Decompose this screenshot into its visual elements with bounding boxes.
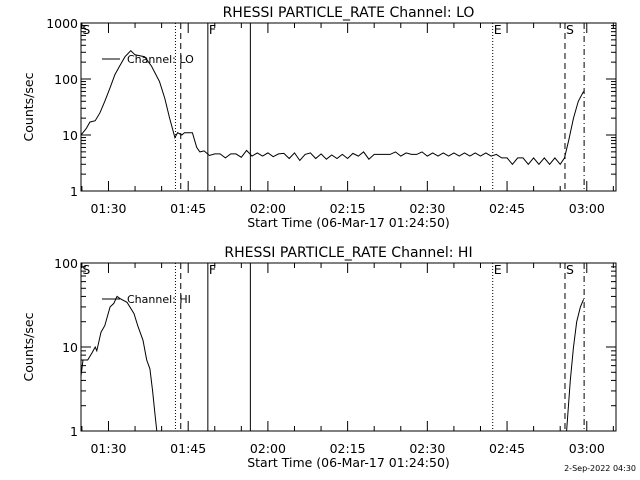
- y-tick-label: 1: [70, 424, 78, 439]
- y-axis-label: Counts/sec: [21, 72, 36, 141]
- x-tick-label: 01:30: [90, 441, 126, 456]
- y-tick-label: 100: [54, 72, 78, 87]
- x-tick-label: 01:30: [90, 201, 126, 216]
- x-tick-label: 01:45: [170, 441, 206, 456]
- x-tick-label: 02:00: [250, 441, 286, 456]
- series-line-main: [81, 49, 585, 166]
- x-tick-label: 02:00: [250, 201, 286, 216]
- x-tick-label: 02:15: [330, 201, 366, 216]
- marker-label: F: [209, 262, 216, 277]
- plot-frame: [80, 22, 617, 192]
- x-tick-label: 01:45: [170, 201, 206, 216]
- x-tick-label: 02:15: [330, 441, 366, 456]
- datestamp: 2-Sep-2022 04:30: [564, 464, 636, 473]
- x-tick-label: 02:30: [409, 441, 445, 456]
- x-tick-label: 02:45: [489, 201, 525, 216]
- chart-title: RHESSI PARTICLE_RATE Channel: LO: [223, 5, 475, 21]
- marker-label: S: [566, 262, 574, 277]
- marker-label: S: [82, 22, 90, 37]
- legend-label: Channel: HI: [127, 293, 191, 306]
- y-tick-label: 10: [62, 340, 78, 355]
- marker-label: S: [566, 22, 574, 37]
- series-line-main: [81, 295, 158, 431]
- marker-label: S: [82, 262, 90, 277]
- marker-label: E: [494, 22, 502, 37]
- y-tick-label: 10: [62, 128, 78, 143]
- legend-label: Channel: LO: [127, 53, 194, 66]
- y-axis-label: Counts/sec: [21, 312, 36, 381]
- x-axis-label: Start Time (06-Mar-17 01:24:50): [247, 455, 450, 470]
- marker-label: F: [209, 22, 216, 37]
- marker-label: E: [494, 262, 502, 277]
- x-tick-label: 02:30: [409, 201, 445, 216]
- x-tick-label: 03:00: [569, 201, 605, 216]
- series-line-late: [566, 299, 585, 431]
- panel-hi: RHESSI PARTICLE_RATE Channel: HI Start Ti…: [21, 245, 617, 470]
- panel-lo: RHESSI PARTICLE_RATE Channel: LO Start Ti…: [21, 5, 617, 230]
- x-tick-label: 03:00: [569, 441, 605, 456]
- y-tick-label: 1000: [46, 16, 78, 31]
- chart-title: RHESSI PARTICLE_RATE Channel: HI: [224, 245, 472, 261]
- x-axis-label: Start Time (06-Mar-17 01:24:50): [247, 215, 450, 230]
- y-tick-label: 1: [70, 184, 78, 199]
- y-tick-label: 100: [54, 256, 78, 271]
- x-tick-label: 02:45: [489, 441, 525, 456]
